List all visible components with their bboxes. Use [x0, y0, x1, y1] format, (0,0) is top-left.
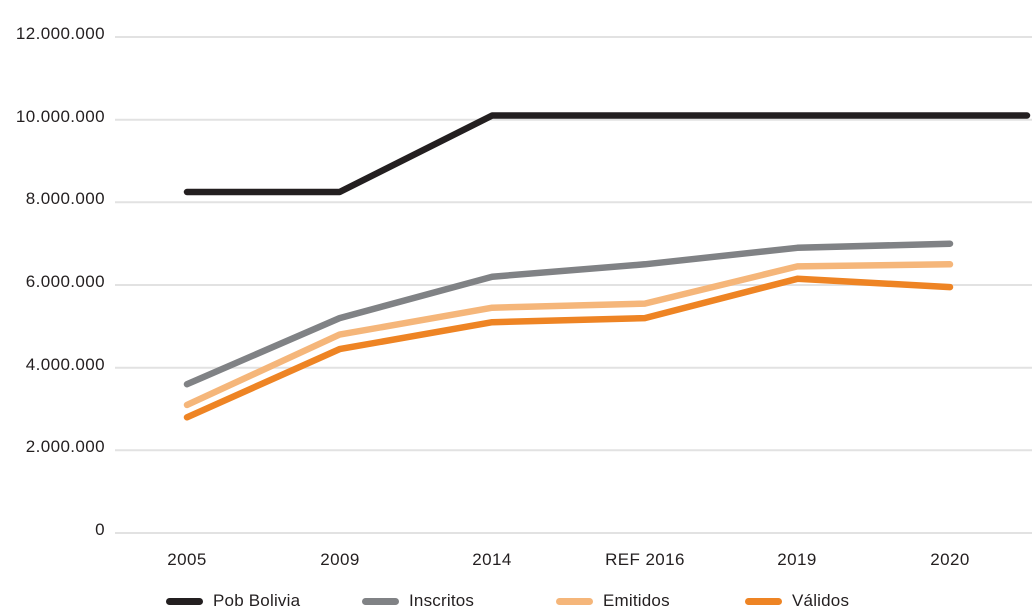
y-axis-label: 12.000.000 [15, 24, 105, 43]
legend-item-pob-bolivia: Pob Bolivia [166, 591, 301, 610]
x-axis-label: 2020 [930, 550, 970, 569]
legend-item-válidos: Válidos [745, 591, 850, 610]
y-axis-label: 4.000.000 [25, 355, 105, 374]
legend-label: Inscritos [409, 591, 475, 610]
x-axis-label: 2019 [777, 550, 817, 569]
series-line-inscritos [183, 240, 954, 388]
x-axis-label: 2005 [167, 550, 207, 569]
x-axis-label: 2014 [472, 550, 512, 569]
y-axis-label: 0 [95, 520, 105, 539]
series-lines [183, 112, 1031, 421]
legend-label: Emitidos [603, 591, 670, 610]
legend-label: Pob Bolivia [213, 591, 301, 610]
legend-marker-icon [362, 597, 399, 605]
legend-marker-icon [166, 597, 203, 605]
series-line-válidos [183, 275, 954, 421]
y-axis-label: 10.000.000 [15, 107, 105, 126]
y-axis-label: 2.000.000 [25, 437, 105, 456]
y-axis-label: 8.000.000 [25, 189, 105, 208]
series-line-emitidos [183, 261, 954, 409]
legend-marker-icon [556, 597, 593, 605]
x-axis-label: 2009 [320, 550, 360, 569]
legend-item-inscritos: Inscritos [362, 591, 475, 610]
legend-item-emitidos: Emitidos [556, 591, 670, 610]
series-line-pob-bolivia [183, 112, 1031, 196]
y-axis-label: 6.000.000 [25, 272, 105, 291]
legend-label: Válidos [792, 591, 850, 610]
legend-marker-icon [745, 597, 782, 605]
x-axis-label: REF 2016 [605, 550, 685, 569]
